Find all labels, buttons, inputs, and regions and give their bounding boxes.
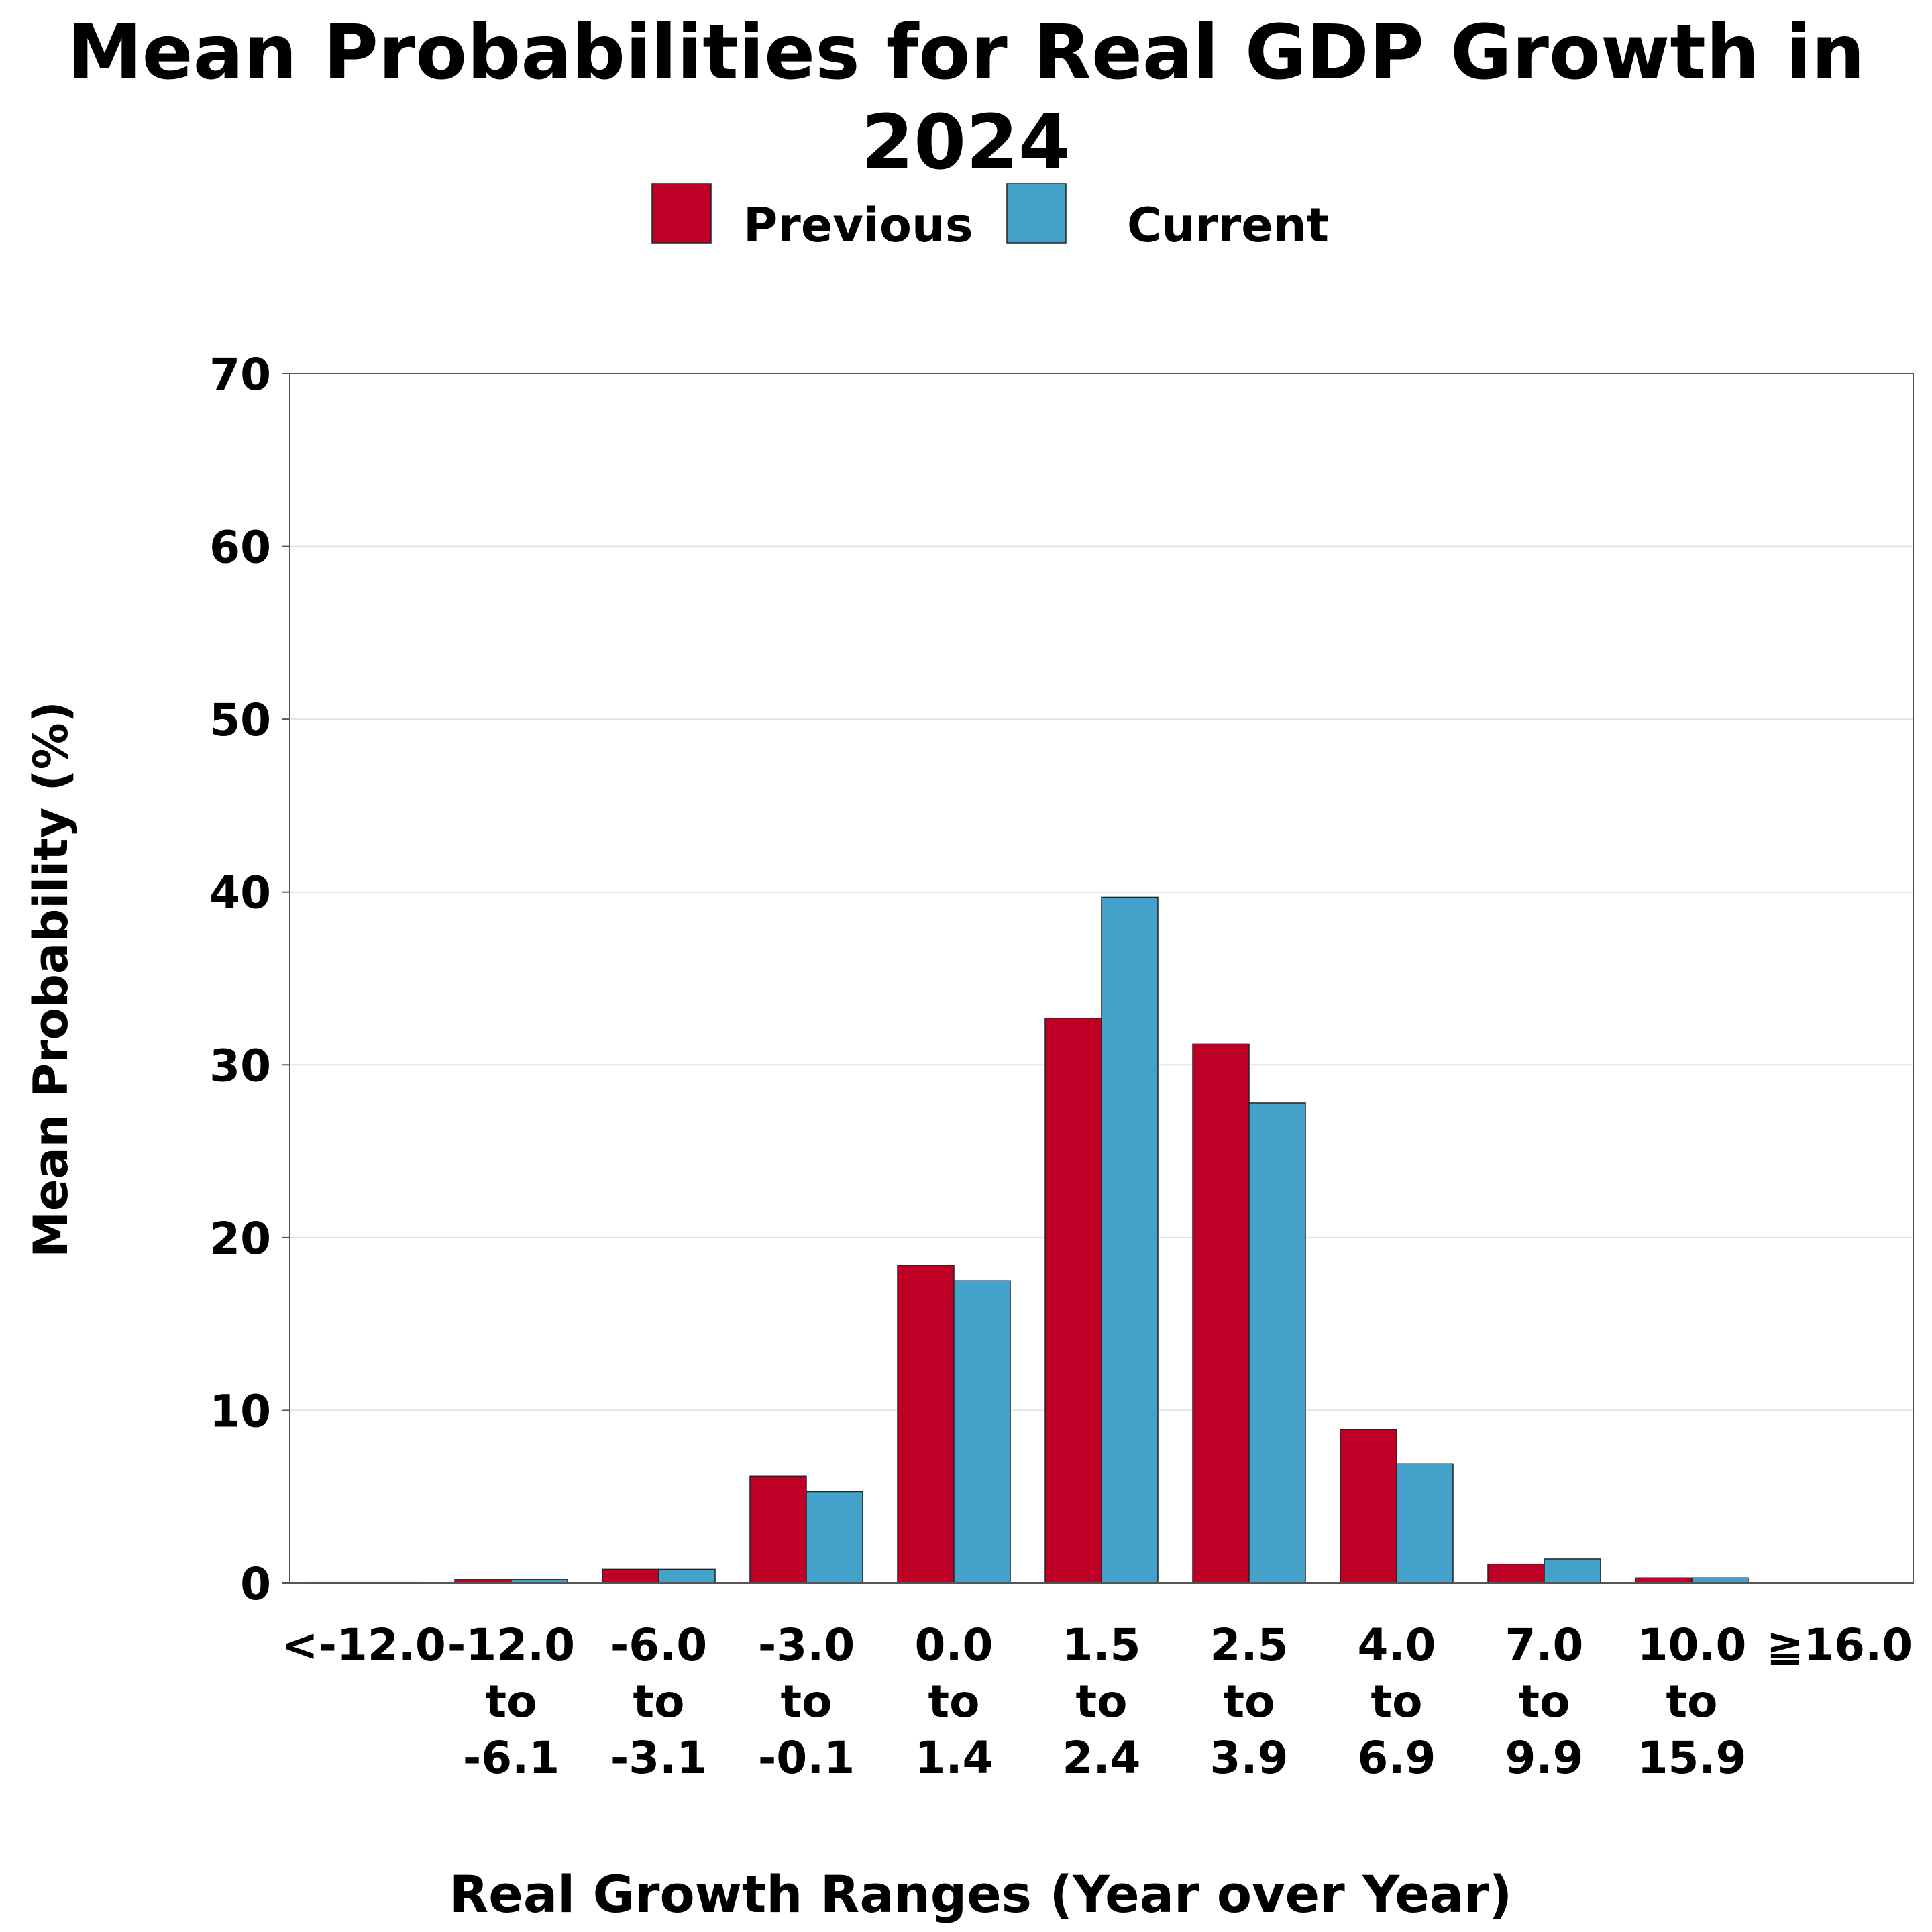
y-tick-label: 40 [209,867,271,919]
y-tick-label: 20 [209,1213,271,1265]
bar-previous [1192,1043,1250,1584]
x-tick-label-line: 2.5 [1210,1619,1289,1671]
x-tick-label-line: -12.0 [447,1619,575,1671]
x-tick-label-line: 1.4 [915,1732,994,1784]
plot-frame [289,373,1914,1584]
x-tick-label-line: -3.1 [610,1732,707,1784]
x-axis-label: Real Growth Ranges (Year over Year) [449,1864,1513,1924]
x-tick-label-line: 6.9 [1358,1732,1436,1784]
x-tick-label-line: -3.0 [758,1619,855,1671]
x-tick-label: -12.0 to -6.1 [447,1619,575,1784]
x-tick-label: 2.5 to 3.9 [1210,1619,1289,1784]
x-tick-label-line: 0.0 [915,1619,994,1671]
x-tick-label: 7.0 to 9.9 [1505,1619,1584,1784]
x-tick-label: <-12.0 [281,1619,446,1671]
y-tick-label: 70 [209,349,271,400]
x-tick-label-line: 15.9 [1638,1732,1747,1784]
x-tick-label-line: -6.1 [463,1732,559,1784]
x-tick-label-line: to [486,1676,537,1727]
y-tick-label: 60 [209,522,271,574]
x-tick-label: 4.0 to 6.9 [1358,1619,1436,1784]
bar-current [1101,896,1159,1584]
x-tick-label-line: to [781,1676,833,1727]
x-tick-label-line: 3.9 [1210,1732,1289,1784]
x-tick-label-line: <-12.0 [281,1619,446,1671]
legend-swatch-previous [651,183,712,244]
x-tick-label: -3.0 to -0.1 [758,1619,855,1784]
legend-swatch-current [1006,183,1067,244]
bar-previous [749,1475,807,1584]
bar-previous [1044,1017,1102,1584]
bar-current [806,1491,863,1584]
x-tick-label: ≧16.0 [1766,1619,1913,1671]
bar-current [658,1568,716,1584]
bar-current [1396,1463,1454,1584]
x-tick-label-line: to [1666,1676,1718,1727]
bar-previous [1487,1563,1545,1584]
legend-label-current: Current [1127,198,1329,253]
bar-previous [602,1568,659,1584]
x-tick-label-line: 7.0 [1505,1619,1584,1671]
y-axis-ticks: 0 10 20 30 40 50 60 70 [209,349,290,1610]
x-tick-label: 0.0 to 1.4 [915,1619,994,1784]
x-tick-label-line: to [1519,1676,1570,1727]
bar-previous [1635,1577,1693,1584]
x-tick-label-line: to [1224,1676,1275,1727]
x-tick-label-line: 1.5 [1063,1619,1141,1671]
x-tick-label-line: 10.0 [1638,1619,1747,1671]
bar-current [1544,1558,1601,1584]
x-tick-label: -6.0 to -3.1 [610,1619,707,1784]
x-tick-label: 1.5 to 2.4 [1063,1619,1141,1784]
y-tick-label: 0 [240,1558,271,1610]
y-tick-label: 10 [209,1385,271,1437]
x-tick-label-line: to [633,1676,685,1727]
x-tick-label-line: 2.4 [1063,1732,1141,1784]
bar-current [953,1280,1011,1584]
bars [307,896,1749,1584]
y-tick-label: 50 [209,694,271,746]
x-axis-ticks: <-12.0 -12.0 to -6.1-6.0 to -3.1-3.0 to -0.10.0… [281,1619,1913,1784]
x-tick-label-line: to [928,1676,980,1727]
bar-previous [897,1265,955,1584]
bar-previous [1340,1429,1397,1584]
y-axis-label: Mean Probability (%) [23,701,78,1258]
bar-current [1248,1102,1306,1584]
x-tick-label-line: 4.0 [1358,1619,1436,1671]
x-tick-label: 10.0 to 15.9 [1638,1619,1747,1784]
x-tick-label-line: to [1371,1676,1423,1727]
legend-label-previous: Previous [743,198,973,253]
legend: Previous Current [651,183,1329,253]
x-tick-label-line: 9.9 [1505,1732,1584,1784]
bar-current [1691,1577,1749,1584]
x-tick-label-line: ≧16.0 [1766,1619,1913,1671]
y-tick-label: 30 [209,1040,271,1091]
x-tick-label-line: to [1076,1676,1128,1727]
x-tick-label-line: -6.0 [610,1619,707,1671]
x-tick-label-line: -0.1 [758,1732,855,1784]
chart-title: Mean Probabilities for Real GDP Growth i… [67,9,1865,187]
